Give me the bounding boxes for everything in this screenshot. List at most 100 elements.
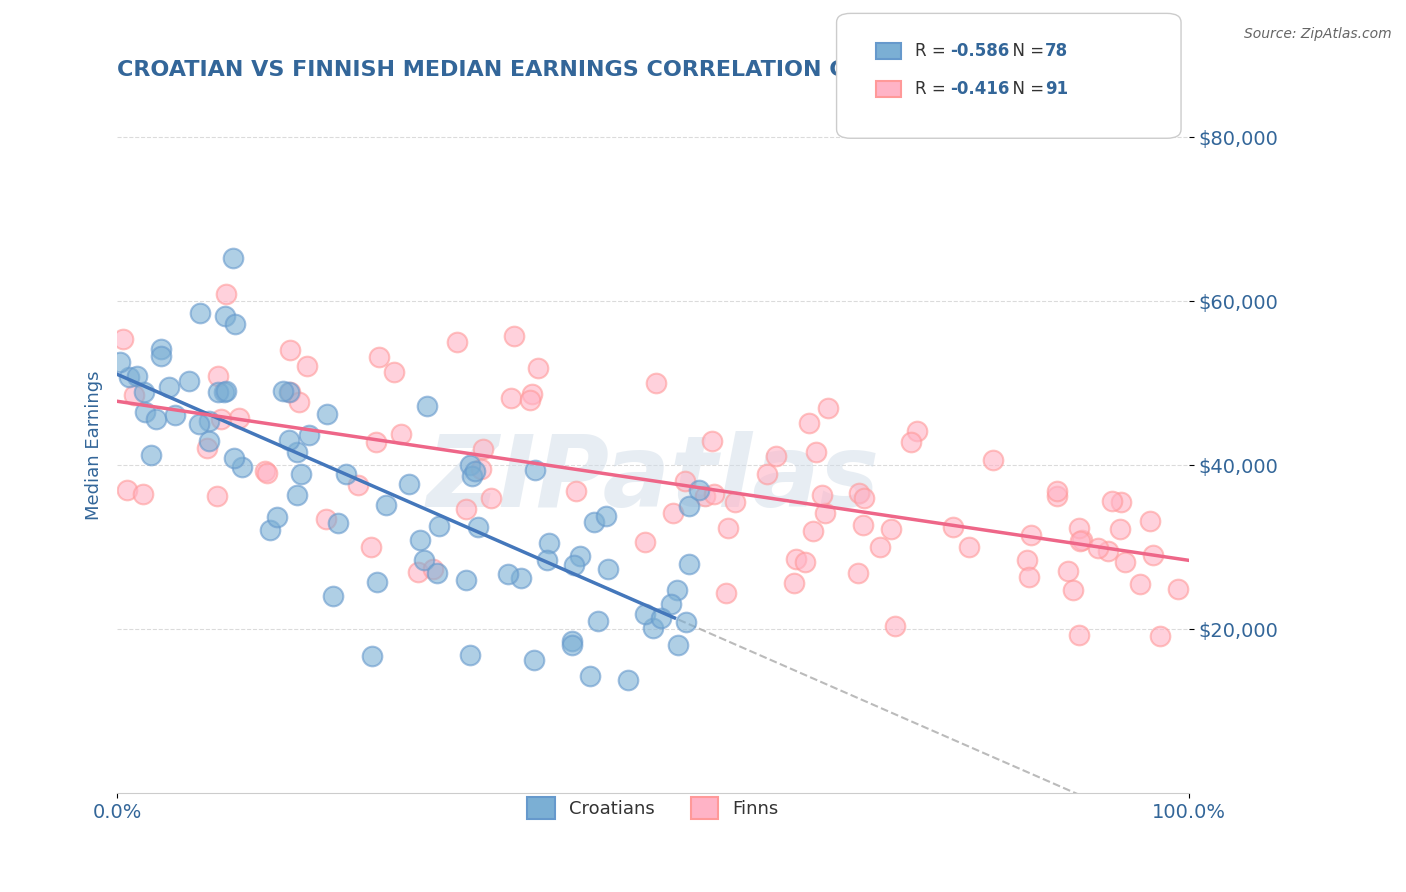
Point — [231, 459, 253, 474]
Point — [188, 306, 211, 320]
Point — [415, 400, 437, 414]
Point — [422, 561, 444, 575]
Point — [222, 252, 245, 266]
Point — [1021, 528, 1043, 542]
Point — [523, 653, 546, 667]
Point — [673, 474, 696, 488]
Point — [596, 561, 619, 575]
Point — [1069, 534, 1091, 549]
Point — [579, 669, 602, 683]
Point — [1109, 495, 1132, 509]
Point — [406, 565, 429, 579]
Point — [1114, 555, 1136, 569]
Point — [813, 506, 835, 520]
Point — [880, 522, 903, 536]
Point — [471, 442, 494, 456]
Point — [253, 464, 276, 478]
Point — [456, 574, 478, 588]
Point — [665, 583, 688, 598]
Point — [536, 553, 558, 567]
Point — [198, 434, 221, 448]
Point — [110, 355, 132, 369]
Point — [688, 483, 710, 498]
Point — [846, 566, 869, 581]
Point — [481, 491, 503, 506]
Point — [316, 407, 339, 421]
Point — [256, 466, 278, 480]
Point — [1087, 541, 1109, 555]
Point — [582, 515, 605, 529]
Point — [804, 445, 827, 459]
Point — [458, 458, 481, 472]
Point — [1067, 628, 1090, 642]
Point — [335, 467, 357, 482]
Point — [1142, 549, 1164, 563]
Point — [1109, 522, 1132, 536]
Point — [678, 499, 700, 513]
Point — [454, 501, 477, 516]
Y-axis label: Median Earnings: Median Earnings — [86, 370, 103, 520]
Point — [326, 516, 349, 531]
Point — [695, 489, 717, 503]
Point — [315, 512, 337, 526]
Point — [1057, 564, 1080, 578]
Text: -0.416: -0.416 — [950, 80, 1010, 98]
Text: -0.586: -0.586 — [950, 42, 1010, 60]
Point — [811, 488, 834, 502]
Point — [179, 374, 201, 388]
Point — [215, 384, 238, 398]
Point — [496, 566, 519, 581]
Point — [794, 555, 817, 569]
Point — [900, 435, 922, 450]
Point — [1017, 553, 1039, 567]
Point — [703, 487, 725, 501]
Point — [659, 597, 682, 611]
Point — [756, 467, 779, 482]
Point — [429, 518, 451, 533]
Point — [285, 444, 308, 458]
Point — [298, 428, 321, 442]
Point — [278, 433, 301, 447]
Point — [150, 342, 173, 356]
Point — [118, 370, 141, 384]
Point — [346, 478, 368, 492]
Point — [207, 368, 229, 383]
Point — [1139, 514, 1161, 528]
Point — [398, 476, 420, 491]
Point — [367, 351, 389, 365]
Point — [1062, 582, 1084, 597]
Point — [277, 384, 299, 399]
Text: N =: N = — [1002, 80, 1050, 98]
Point — [458, 648, 481, 662]
Point — [214, 385, 236, 400]
Point — [259, 523, 281, 537]
Text: CROATIAN VS FINNISH MEDIAN EARNINGS CORRELATION CHART: CROATIAN VS FINNISH MEDIAN EARNINGS CORR… — [117, 60, 912, 79]
Point — [266, 510, 288, 524]
Point — [519, 392, 541, 407]
Text: R =: R = — [915, 42, 952, 60]
Point — [702, 434, 724, 449]
Point — [644, 376, 666, 390]
Point — [464, 464, 486, 478]
Point — [852, 518, 875, 533]
Point — [520, 387, 543, 401]
Point — [527, 361, 550, 376]
Point — [382, 365, 405, 379]
Point — [295, 359, 318, 374]
Point — [360, 540, 382, 554]
Point — [195, 441, 218, 455]
Point — [1149, 629, 1171, 643]
Point — [561, 634, 583, 648]
Point — [375, 498, 398, 512]
Point — [957, 540, 980, 554]
Point — [1018, 570, 1040, 584]
Point — [678, 557, 700, 571]
Point — [149, 349, 172, 363]
Point — [467, 520, 489, 534]
Point — [157, 380, 180, 394]
Point — [198, 414, 221, 428]
Point — [782, 575, 804, 590]
Point — [501, 391, 523, 405]
Point — [470, 461, 492, 475]
Text: ZIPatlas: ZIPatlas — [426, 431, 880, 528]
